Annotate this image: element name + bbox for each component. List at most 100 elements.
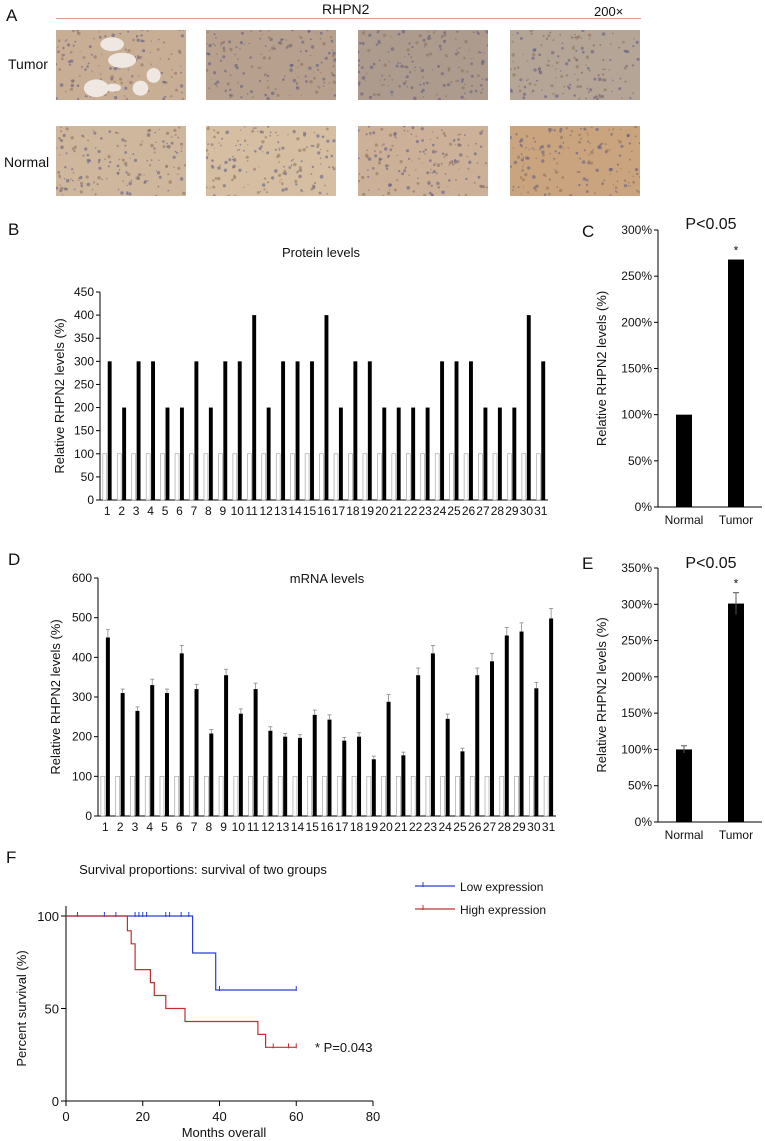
panel-a-letter: A: [6, 6, 18, 25]
panel-b-x-tick-label: 8: [205, 504, 212, 518]
panel-f-curve-high: [66, 915, 297, 1048]
panel-d-bar-tumor: [490, 661, 495, 816]
panel-d-x-tick-label: 18: [350, 820, 364, 834]
panel-b-x-tick-label: 17: [332, 504, 346, 518]
panel-d-bar-tumor: [120, 693, 125, 816]
panel-b-x-tick-label: 4: [147, 504, 154, 518]
panel-b-bar-tumor: [338, 407, 343, 500]
panel-d-x-tick-label: 4: [146, 820, 153, 834]
panel-d-bar-tumor: [357, 736, 362, 816]
panel-b-title: Protein levels: [282, 245, 361, 260]
panel-f-legend-label: Low expression: [460, 880, 543, 894]
panel-b-bar-tumor: [136, 361, 141, 500]
panel-d-bar-normal: [233, 776, 239, 817]
panel-e-bar-tumor: [728, 603, 744, 822]
panel-d-bar-normal: [336, 776, 342, 817]
panel-b-bar-normal: [463, 453, 469, 501]
panel-d-x-tick-label: 31: [542, 820, 556, 834]
panel-e-y-tick-label: 150%: [621, 706, 652, 720]
panel-d-x-tick-label: 14: [291, 820, 305, 834]
panel-d-bar-normal: [144, 776, 150, 817]
panel-d-bar-normal: [130, 776, 135, 817]
panel-d-bar-tumor: [135, 710, 140, 816]
panel-b-x-tick-label: 1: [104, 504, 111, 518]
panel-d-bar-normal: [351, 776, 357, 817]
panel-d-bar-tumor: [179, 653, 184, 816]
panel-d-y-tick-label: 600: [72, 571, 92, 585]
panel-b-x-tick-label: 7: [191, 504, 198, 518]
panel-d-bar-normal: [455, 776, 460, 817]
panel-e-title: P<0.05: [685, 555, 736, 572]
panel-e-y-tick-label: 200%: [621, 670, 652, 684]
row-label-tumor: Tumor: [8, 56, 48, 72]
panel-f-x-tick-label: 40: [212, 1109, 226, 1124]
panel-e-y-tick-label: 300%: [621, 597, 652, 611]
panel-b-x-tick-label: 11: [246, 504, 259, 518]
panel-b-bar-tumor: [266, 407, 271, 500]
panel-d-letter: D: [8, 550, 21, 569]
panel-b-x-tick-label: 9: [219, 504, 226, 518]
panel-b-bar-tumor: [252, 315, 257, 500]
panel-d-y-tick-label: 100: [72, 769, 92, 783]
panel-b-x-tick-label: 27: [476, 504, 490, 518]
panel-b-bar-tumor: [497, 407, 502, 500]
panel-b-y-tick-label: 100: [74, 447, 94, 461]
panel-d-x-tick-label: 29: [512, 820, 526, 834]
panel-f-curve-low: [66, 915, 297, 991]
panel-b-bar-tumor: [208, 407, 213, 500]
panel-b-bar-normal: [536, 453, 541, 501]
ihc-image-tumor-3: [358, 30, 488, 100]
panel-b-bar-normal: [507, 453, 512, 501]
panel-b-bar-normal: [102, 453, 108, 501]
panel-d-bar-normal: [292, 776, 298, 817]
panel-f-title: Survival proportions: survival of two gr…: [79, 862, 327, 877]
panel-b-bar-tumor: [281, 361, 286, 500]
panel-b-bar-tumor: [469, 361, 473, 500]
panel-e-y-tick-label: 0%: [635, 815, 653, 829]
panel-f-y-tick-label: 100: [37, 909, 59, 924]
panel-b-x-tick-label: 16: [317, 504, 331, 518]
panel-e-bar-normal: [676, 749, 692, 822]
panel-f-x-tick-label: 80: [366, 1109, 380, 1124]
panel-c-x-tick-label: Tumor: [719, 513, 753, 527]
panel-d-bar-normal: [425, 776, 431, 817]
panel-d-bar-normal: [366, 776, 372, 817]
panel-d-bar-normal: [514, 776, 519, 817]
panel-d-y-tick-label: 400: [72, 650, 92, 664]
panel-c-bar-tumor: [728, 259, 744, 507]
panel-d-bar-tumor: [519, 631, 524, 816]
panel-b-y-tick-label: 150: [74, 424, 94, 438]
panel-b-x-tick-label: 2: [118, 504, 125, 518]
panel-d-bar-tumor: [209, 733, 214, 816]
panel-d-bar-tumor: [445, 718, 450, 816]
panel-b-bar-normal: [391, 453, 397, 501]
panel-b-bar-normal: [275, 453, 281, 501]
panel-d-bar-normal: [381, 776, 386, 817]
panel-d-bar-normal: [100, 776, 106, 817]
panel-b-bar-tumor: [526, 315, 531, 500]
ihc-image-normal-2: [206, 126, 336, 196]
panel-f-x-tick-label: 0: [62, 1109, 69, 1124]
panel-d-bar-normal: [543, 776, 549, 817]
panel-b-bar-tumor: [396, 407, 401, 500]
panel-b-bar-normal: [304, 453, 310, 501]
panel-d-x-tick-label: 7: [191, 820, 198, 834]
panel-b-bar-normal: [218, 453, 223, 501]
panel-b-bar-tumor: [223, 361, 228, 500]
panel-b-bar-normal: [521, 453, 527, 501]
panel-d-bar-tumor: [549, 618, 554, 816]
panel-b-y-tick-label: 50: [81, 470, 95, 484]
panel-d-x-tick-label: 12: [261, 820, 275, 834]
panel-b-x-tick-label: 18: [346, 504, 360, 518]
ihc-image-tumor-2: [206, 30, 336, 100]
panel-d-bar-tumor: [386, 701, 391, 816]
panel-d-bar-tumor: [430, 653, 435, 816]
panel-b-y-tick-label: 200: [74, 401, 94, 415]
panel-b-bar-tumor: [512, 407, 517, 500]
panel-b-x-tick-label: 5: [162, 504, 169, 518]
panel-d-y-label: Relative RHPN2 levels (%): [48, 619, 63, 774]
panel-b-bar-tumor: [541, 361, 546, 500]
panel-b-bar-tumor: [382, 407, 387, 500]
panel-d-bar-tumor: [401, 755, 406, 816]
panel-b-bar-normal: [290, 453, 295, 501]
